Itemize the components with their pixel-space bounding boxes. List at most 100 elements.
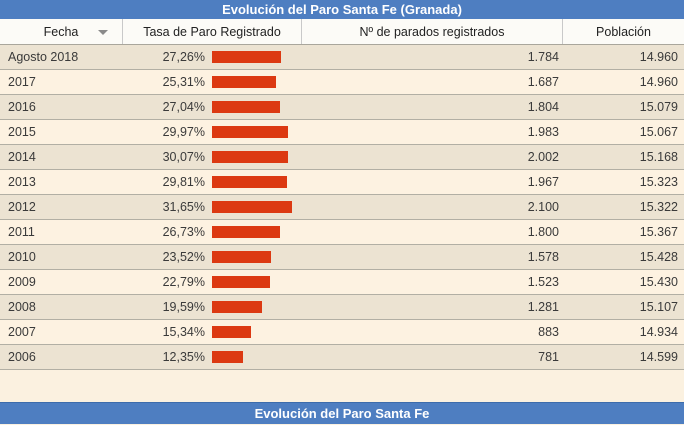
table-row: 2012 31,65% 2.100 15.322 bbox=[0, 195, 684, 220]
unemployment-rate-bar bbox=[212, 201, 292, 213]
cell-tasa-bar bbox=[205, 151, 302, 163]
cell-parados: 1.967 bbox=[527, 175, 559, 189]
column-header-poblacion-label: Población bbox=[596, 24, 651, 39]
cell-poblacion: 14.599 bbox=[639, 350, 678, 364]
cell-fecha: 2011 bbox=[8, 225, 35, 239]
cell-fecha: 2014 bbox=[8, 150, 36, 164]
unemployment-rate-bar bbox=[212, 226, 280, 238]
unemployment-rate-bar bbox=[212, 176, 287, 188]
cell-tasa-bar bbox=[205, 101, 302, 113]
column-header-tasa[interactable]: Tasa de Paro Registrado bbox=[123, 19, 302, 44]
unemployment-rate-bar bbox=[212, 276, 270, 288]
sort-dropdown-icon[interactable] bbox=[98, 29, 108, 35]
table-row: 2007 15,34% 883 14.934 bbox=[0, 320, 684, 345]
cell-poblacion: 14.934 bbox=[639, 325, 678, 339]
cell-parados: 883 bbox=[538, 325, 559, 339]
cell-tasa-bar bbox=[205, 326, 302, 338]
cell-fecha: Agosto 2018 bbox=[8, 50, 79, 64]
cell-tasa-bar bbox=[205, 226, 302, 238]
cell-parados: 1.523 bbox=[527, 275, 559, 289]
cell-fecha: 2013 bbox=[8, 175, 36, 189]
cell-tasa-bar bbox=[205, 76, 302, 88]
cell-tasa-percent: 22,79% bbox=[162, 275, 205, 289]
cell-parados: 1.687 bbox=[527, 75, 559, 89]
column-header-parados-label: Nº de parados registrados bbox=[359, 24, 505, 39]
column-header-parados[interactable]: Nº de parados registrados bbox=[302, 19, 563, 44]
footer-gap bbox=[0, 370, 684, 402]
unemployment-rate-bar bbox=[212, 251, 271, 263]
cell-parados: 1.804 bbox=[527, 100, 559, 114]
table-row: 2010 23,52% 1.578 15.428 bbox=[0, 245, 684, 270]
cell-tasa-percent: 19,59% bbox=[162, 300, 205, 314]
cell-tasa-bar bbox=[205, 176, 302, 188]
cell-tasa-bar bbox=[205, 301, 302, 313]
table-row: 2015 29,97% 1.983 15.067 bbox=[0, 120, 684, 145]
table-title: Evolución del Paro Santa Fe (Granada) bbox=[222, 2, 462, 17]
cell-parados: 1.784 bbox=[527, 50, 559, 64]
table-row: 2009 22,79% 1.523 15.430 bbox=[0, 270, 684, 295]
cell-tasa-bar bbox=[205, 51, 302, 63]
table-row: 2006 12,35% 781 14.599 bbox=[0, 345, 684, 370]
table-body: Agosto 2018 27,26% 1.784 14.960 2017 25,31% 1.… bbox=[0, 45, 684, 370]
cell-fecha: 2006 bbox=[8, 350, 36, 364]
cell-tasa-bar bbox=[205, 126, 302, 138]
table-title-bar: Evolución del Paro Santa Fe (Granada) bbox=[0, 0, 684, 19]
cell-fecha: 2012 bbox=[8, 200, 36, 214]
cell-tasa-bar bbox=[205, 251, 302, 263]
unemployment-rate-bar bbox=[212, 351, 243, 363]
cell-parados: 1.578 bbox=[527, 250, 559, 264]
cell-fecha: 2017 bbox=[8, 75, 36, 89]
unemployment-rate-bar bbox=[212, 326, 251, 338]
table-row: 2008 19,59% 1.281 15.107 bbox=[0, 295, 684, 320]
cell-fecha: 2008 bbox=[8, 300, 36, 314]
cell-fecha: 2007 bbox=[8, 325, 36, 339]
cell-fecha: 2016 bbox=[8, 100, 36, 114]
table-column-header-row: Fecha Tasa de Paro Registrado Nº de para… bbox=[0, 19, 684, 45]
cell-poblacion: 15.168 bbox=[639, 150, 678, 164]
cell-tasa-bar bbox=[205, 276, 302, 288]
cell-fecha: 2010 bbox=[8, 250, 36, 264]
table-row: 2014 30,07% 2.002 15.168 bbox=[0, 145, 684, 170]
cell-parados: 1.281 bbox=[527, 300, 559, 314]
unemployment-rate-bar bbox=[212, 101, 280, 113]
unemployment-rate-bar bbox=[212, 151, 288, 163]
cell-tasa-percent: 23,52% bbox=[162, 250, 205, 264]
unemployment-rate-bar bbox=[212, 76, 276, 88]
cell-poblacion: 15.428 bbox=[639, 250, 678, 264]
table-row: Agosto 2018 27,26% 1.784 14.960 bbox=[0, 45, 684, 70]
cell-poblacion: 15.322 bbox=[639, 200, 678, 214]
cell-tasa-percent: 26,73% bbox=[162, 225, 205, 239]
column-header-tasa-label: Tasa de Paro Registrado bbox=[143, 24, 281, 39]
cell-poblacion: 14.960 bbox=[639, 50, 678, 64]
table-row: 2017 25,31% 1.687 14.960 bbox=[0, 70, 684, 95]
column-header-fecha-label: Fecha bbox=[43, 24, 79, 39]
cell-parados: 781 bbox=[538, 350, 559, 364]
column-header-poblacion[interactable]: Población bbox=[563, 19, 684, 44]
footer-title: Evolución del Paro Santa Fe bbox=[254, 406, 430, 421]
cell-poblacion: 15.367 bbox=[639, 225, 678, 239]
unemployment-rate-bar bbox=[212, 51, 281, 63]
cell-tasa-bar bbox=[205, 351, 302, 363]
cell-poblacion: 15.323 bbox=[639, 175, 678, 189]
column-header-fecha[interactable]: Fecha bbox=[0, 19, 123, 44]
cell-poblacion: 15.107 bbox=[639, 300, 678, 314]
cell-fecha: 2015 bbox=[8, 125, 36, 139]
cell-tasa-bar bbox=[205, 201, 302, 213]
cell-parados: 1.800 bbox=[527, 225, 559, 239]
cell-tasa-percent: 29,81% bbox=[162, 175, 205, 189]
cell-parados: 2.100 bbox=[527, 200, 559, 214]
cell-tasa-percent: 27,04% bbox=[162, 100, 205, 114]
footer-title-bar: Evolución del Paro Santa Fe bbox=[0, 402, 684, 424]
cell-poblacion: 14.960 bbox=[639, 75, 678, 89]
cell-tasa-percent: 27,26% bbox=[162, 50, 205, 64]
unemployment-rate-bar bbox=[212, 301, 262, 313]
cell-tasa-percent: 30,07% bbox=[162, 150, 205, 164]
cell-tasa-percent: 29,97% bbox=[162, 125, 205, 139]
cell-tasa-percent: 15,34% bbox=[162, 325, 205, 339]
cell-poblacion: 15.079 bbox=[639, 100, 678, 114]
table-row: 2013 29,81% 1.967 15.323 bbox=[0, 170, 684, 195]
cell-poblacion: 15.430 bbox=[639, 275, 678, 289]
table-row: 2016 27,04% 1.804 15.079 bbox=[0, 95, 684, 120]
cell-parados: 1.983 bbox=[527, 125, 559, 139]
